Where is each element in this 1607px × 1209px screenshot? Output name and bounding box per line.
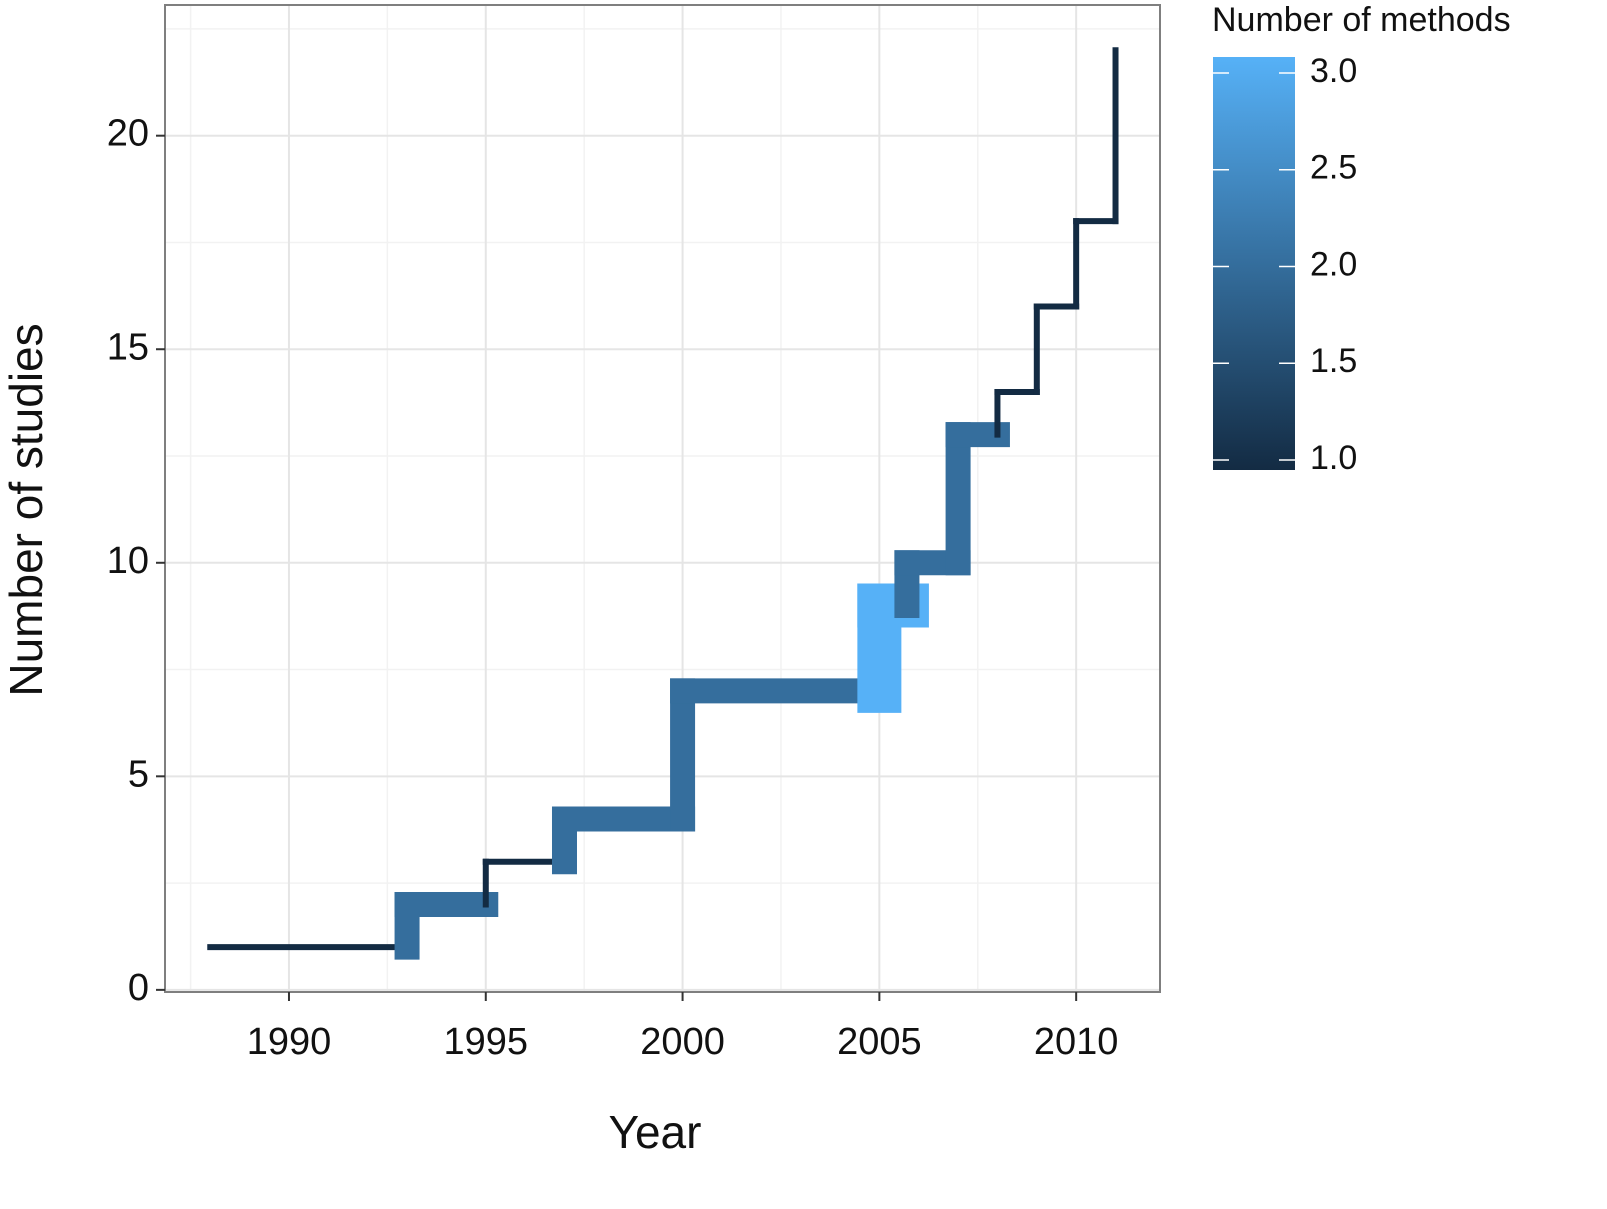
legend-tick-label: 2.0 (1310, 245, 1357, 283)
x-axis-title: Year (609, 1106, 702, 1158)
legend-tick-label: 1.5 (1310, 342, 1357, 380)
x-tick-label: 2000 (640, 1021, 725, 1063)
series (207, 47, 1119, 960)
x-tick-label: 2010 (1034, 1021, 1119, 1063)
y-tick-label: 10 (107, 540, 149, 582)
legend-tick-label: 3.0 (1310, 52, 1357, 90)
legend-tick-label: 2.5 (1310, 149, 1357, 187)
y-tick-label: 20 (107, 113, 149, 155)
y-tick-label: 15 (107, 326, 149, 368)
x-tick-label: 1995 (444, 1021, 529, 1063)
colorbar (1213, 57, 1295, 470)
x-tick-label: 2005 (837, 1021, 922, 1063)
y-tick-label: 0 (128, 967, 149, 1009)
x-tick-label: 1990 (247, 1021, 332, 1063)
panel-border (164, 4, 1161, 993)
y-tick-label: 5 (128, 753, 149, 795)
legend-title: Number of methods (1212, 1, 1511, 39)
y-axis-title: Number of studies (0, 323, 52, 696)
panel-background (165, 5, 1160, 992)
legend-tick-label: 1.0 (1310, 439, 1357, 477)
